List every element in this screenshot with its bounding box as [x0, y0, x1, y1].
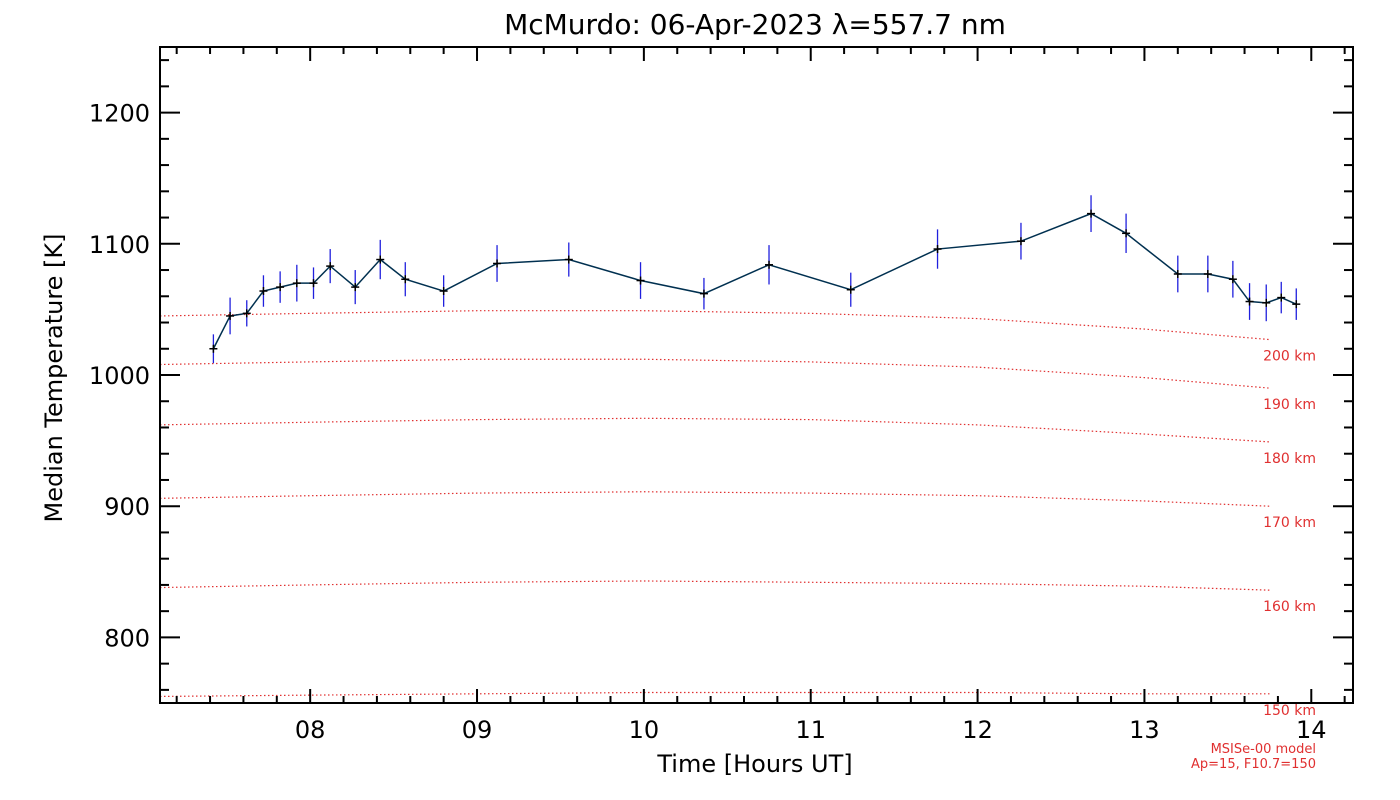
- x-tick-label: 09: [462, 716, 493, 744]
- y-axis-label: Median Temperature [K]: [40, 233, 68, 522]
- chart-title: McMurdo: 06-Apr-2023 λ=557.7 nm: [504, 8, 1006, 41]
- data-point: [1087, 209, 1096, 218]
- data-point: [1203, 269, 1212, 278]
- data-point: [292, 279, 301, 288]
- model-line: [159, 417, 1270, 443]
- x-tick-label: 11: [795, 716, 826, 744]
- data-series: [209, 195, 1301, 364]
- data-point: [933, 245, 942, 254]
- data-point: [276, 283, 285, 292]
- data-point: [1262, 298, 1271, 307]
- data-point: [636, 276, 645, 285]
- data-point: [699, 289, 708, 298]
- data-point: [1122, 229, 1131, 238]
- data-point: [326, 262, 335, 271]
- data-point: [1292, 300, 1301, 309]
- data-point: [439, 287, 448, 296]
- model-lines: 200 km 190 km 180 km 170 km 160 km 150 km: [159, 310, 1316, 719]
- data-point: [1016, 237, 1025, 246]
- model-note-name: MSISe-00 model: [1211, 742, 1316, 757]
- model-line: [159, 310, 1270, 341]
- model-line: [159, 358, 1270, 389]
- y-tick-label: 1000: [89, 362, 150, 390]
- data-point: [259, 287, 268, 296]
- data-point: [351, 283, 360, 292]
- model-line-label: 170 km: [1263, 515, 1316, 531]
- model-line-label: 200 km: [1263, 349, 1316, 365]
- model-line: [159, 491, 1270, 507]
- y-tick-label: 1100: [89, 231, 150, 259]
- axes: [159, 46, 1354, 704]
- data-point: [564, 255, 573, 264]
- x-tick-label: 10: [629, 716, 660, 744]
- series-line: [212, 212, 1297, 350]
- tick-labels: 08 09 10 11 12 13 14 800 900 1000 1100 1200: [89, 100, 1327, 744]
- plot-frame: [159, 46, 1354, 704]
- data-point: [846, 285, 855, 294]
- data-point: [209, 344, 218, 353]
- x-tick-label: 14: [1296, 716, 1327, 744]
- data-point: [401, 275, 410, 284]
- data-point: [309, 279, 318, 288]
- model-line: [159, 691, 1270, 698]
- model-line-label: 160 km: [1263, 599, 1316, 615]
- data-point: [226, 311, 235, 320]
- x-tick-label: 08: [295, 716, 326, 744]
- data-point: [376, 255, 385, 264]
- data-point: [493, 259, 502, 268]
- y-tick-label: 900: [104, 493, 150, 521]
- model-line-label: 190 km: [1263, 397, 1316, 413]
- data-point: [1173, 269, 1182, 278]
- data-point: [1228, 275, 1237, 284]
- data-point: [242, 309, 251, 318]
- data-point: [1245, 297, 1254, 306]
- y-tick-label: 1200: [89, 100, 150, 128]
- model-note-params: Ap=15, F10.7=150: [1191, 757, 1316, 772]
- model-line: [159, 580, 1270, 591]
- model-line-label: 150 km: [1263, 703, 1316, 719]
- x-tick-label: 12: [962, 716, 993, 744]
- x-axis-label: Time [Hours UT]: [656, 750, 852, 778]
- y-tick-label: 800: [104, 624, 150, 652]
- data-point: [765, 260, 774, 269]
- data-point: [1277, 293, 1286, 302]
- model-line-label: 180 km: [1263, 451, 1316, 467]
- x-tick-label: 13: [1129, 716, 1160, 744]
